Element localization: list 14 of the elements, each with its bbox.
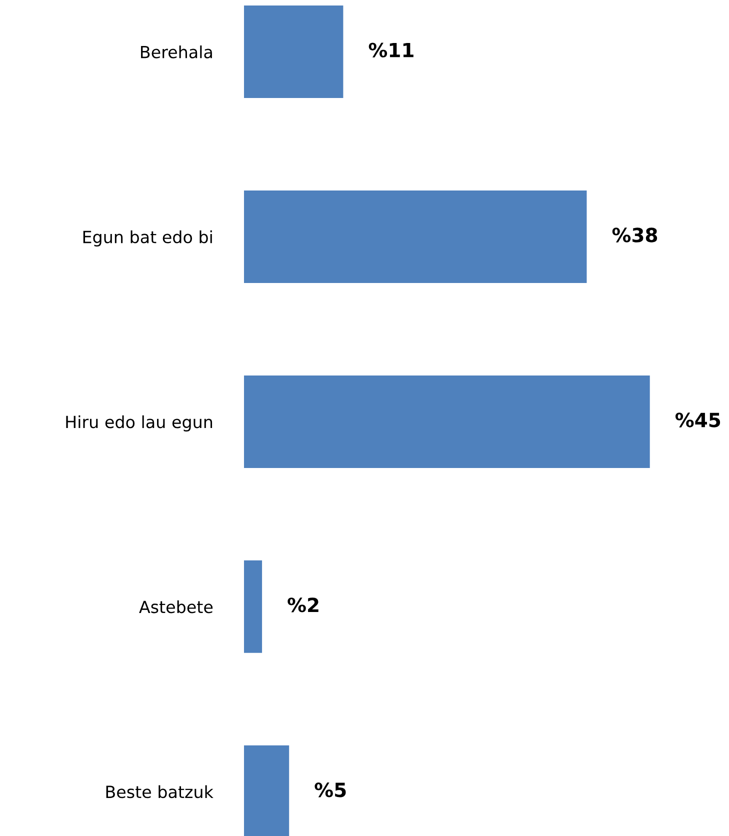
data-label: %45 bbox=[675, 412, 720, 428]
bar bbox=[244, 560, 262, 653]
data-label: %11 bbox=[368, 42, 414, 58]
y-tick-label: Astebete bbox=[139, 600, 213, 614]
y-tick-label: Egun bat edo bi bbox=[83, 230, 212, 247]
bar bbox=[244, 190, 587, 283]
data-label: %2 bbox=[288, 598, 318, 612]
data-label: %38 bbox=[612, 228, 658, 242]
y-tick-label: Berehala bbox=[141, 45, 212, 58]
bar bbox=[244, 375, 650, 468]
y-tick-label: Hiru edo lau egun bbox=[66, 415, 212, 432]
bar bbox=[244, 6, 344, 98]
data-label: %5 bbox=[314, 782, 346, 798]
y-tick-label: Beste batzuk bbox=[106, 785, 214, 798]
